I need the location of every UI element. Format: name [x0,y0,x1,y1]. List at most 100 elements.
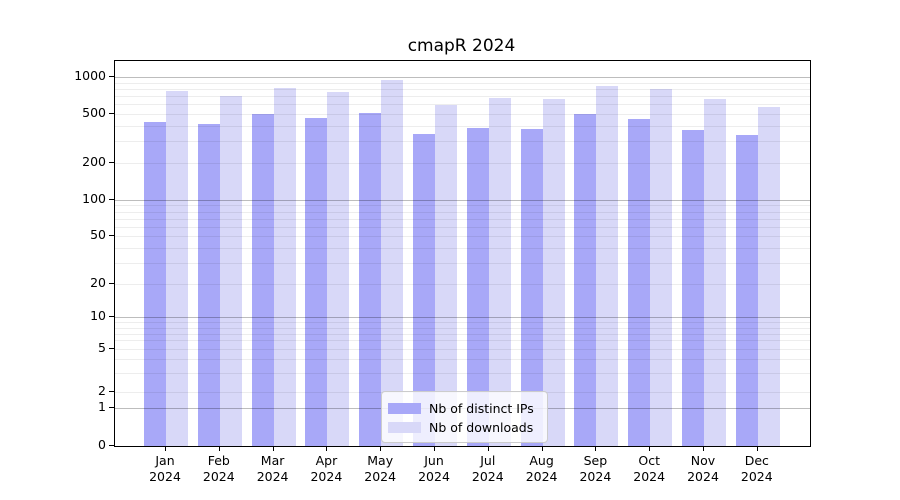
gridline-4 [115,359,810,361]
x-tick-mark [434,446,435,451]
bar-downloads-jul [488,98,511,446]
y-tick-mark [109,407,114,408]
y-tick-mark [109,282,114,284]
bar-downloads-aug [542,99,565,446]
bar-distinct-ips-dec [735,134,758,446]
gridline-900 [115,82,810,84]
x-tick-label-mar: Mar 2024 [256,453,289,484]
bar-downloads-sep [596,85,619,446]
x-tick-label-aug: Aug 2024 [525,453,558,484]
gridline-7 [115,333,810,335]
bar-distinct-ips-sep [574,113,597,446]
chart-title: cmapR 2024 [407,36,516,56]
gridline-9 [115,322,810,324]
bar-distinct-ips-may [359,112,382,446]
x-tick-mark [595,446,597,451]
bar-downloads-jan [166,91,188,446]
bar-downloads-mar [273,88,296,446]
gridline-300 [115,141,810,143]
gridline-60 [115,226,810,228]
x-tick-mark [380,446,382,451]
bar-distinct-ips-feb [197,124,220,446]
y-tick-label-2: 2 [98,382,106,398]
y-tick-label-10: 10 [90,308,106,324]
plot-area: Nb of distinct IPs Nb of downloads [114,60,811,447]
y-tick-mark [109,113,114,115]
x-tick-mark [649,446,651,451]
bar-distinct-ips-mar [251,114,274,446]
x-tick-mark [218,446,220,451]
legend-swatch-downloads [388,422,421,433]
y-tick-mark [109,347,114,349]
x-tick-label-sep: Sep 2024 [579,453,612,484]
gridline-700 [115,96,810,98]
bar-distinct-ips-jul [466,128,489,446]
x-tick-mark [703,446,704,451]
gridline-100 [115,199,810,201]
legend: Nb of distinct IPs Nb of downloads [381,391,548,443]
gridline-500 [115,114,810,116]
y-tick-label-1: 1 [98,399,106,414]
gridline-6 [115,340,810,342]
x-tick-label-jan: Jan 2024 [149,453,181,484]
y-tick-label-100: 100 [82,190,106,206]
y-tick-mark [109,76,114,78]
bar-downloads-nov [704,98,726,446]
x-tick-label-oct: Oct 2024 [633,453,666,484]
bar-distinct-ips-nov [682,129,704,446]
legend-swatch-distinct-ips [388,403,421,414]
y-tick-mark [109,445,114,446]
y-tick-mark [109,390,114,392]
y-tick-label-1000: 1000 [74,68,106,84]
x-tick-label-dec: Dec 2024 [740,453,773,484]
x-tick-mark [756,446,758,451]
gridline-40 [115,247,810,249]
x-tick-label-feb: Feb 2024 [202,453,235,484]
gridline-70 [115,218,810,220]
x-tick-label-nov: Nov 2024 [687,453,719,484]
legend-label: Nb of downloads [429,420,534,435]
gridline-80 [115,211,810,213]
bar-downloads-jun [435,105,457,446]
x-tick-label-may: May 2024 [364,453,397,484]
x-tick-label-jun: Jun 2024 [418,453,450,484]
gridline-50 [115,235,810,237]
legend-label: Nb of distinct IPs [429,401,534,416]
y-tick-label-0: 0 [98,437,106,452]
gridline-3 [115,372,810,374]
y-tick-label-50: 50 [90,226,106,242]
y-tick-mark [109,161,114,163]
bar-distinct-ips-jun [413,134,435,446]
gridline-20 [115,283,810,285]
y-tick-label-200: 200 [82,153,106,169]
gridline-400 [115,126,810,128]
legend-item: Nb of downloads [388,418,547,437]
gridline-30 [115,262,810,264]
y-tick-label-500: 500 [82,105,106,121]
bar-downloads-apr [327,92,350,446]
x-tick-mark [272,446,274,451]
bar-downloads-may [381,79,404,446]
gridline-8 [115,327,810,329]
bar-distinct-ips-oct [628,118,651,446]
gridline-200 [115,162,810,164]
gridline-90 [115,205,810,207]
legend-item: Nb of distinct IPs [388,399,547,418]
y-tick-mark [109,316,114,318]
x-tick-mark [487,446,489,451]
x-tick-label-jul: Jul 2024 [471,453,504,484]
gridline-5 [115,348,810,350]
bar-downloads-oct [650,89,673,446]
y-tick-mark [109,198,114,200]
x-tick-mark [326,446,328,451]
x-tick-mark [541,446,543,451]
gridline-800 [115,89,810,90]
bar-downloads-feb [219,95,242,446]
bar-distinct-ips-apr [305,117,328,446]
gridline-600 [115,104,810,106]
y-tick-mark [109,234,114,236]
gridline-10 [115,317,810,319]
x-tick-mark [165,446,166,451]
y-tick-label-20: 20 [90,274,106,290]
